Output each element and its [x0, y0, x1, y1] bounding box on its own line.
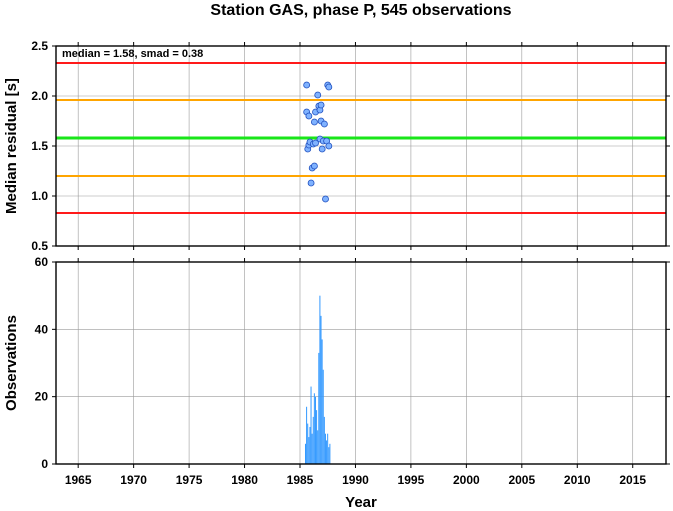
x-axis-label: Year [345, 494, 377, 511]
x-tick-label-1990: 1990 [342, 473, 369, 487]
observations-bars [304, 295, 331, 464]
x-tick-label-1970: 1970 [120, 473, 147, 487]
residual-y-axis-label: Median residual [s] [3, 78, 20, 214]
residual-y-tick-label-3: 2.0 [31, 89, 48, 103]
observation-bar-15 [321, 339, 323, 464]
residual-point-22 [322, 195, 329, 203]
chart-title: Station GAS, phase P, 545 observations [210, 2, 511, 19]
observations-y-axis-label: Observations [3, 315, 20, 411]
residual-point-11 [311, 118, 318, 126]
observation-bar-7 [312, 416, 314, 464]
observation-bar-0 [304, 443, 306, 464]
residual-points [303, 81, 333, 203]
observations-ticks: 1965 1970 1975 1980 1985 1990 1995 2000 2005 2010… [35, 255, 670, 487]
observations-y-tick-label-0: 0 [41, 457, 48, 471]
observation-bar-10 [316, 410, 318, 464]
residual-ticks: 0.5 1.0 1.5 2.0 2.5 [31, 39, 670, 253]
x-tick-label-2010: 2010 [564, 473, 591, 487]
x-tick-label-2015: 2015 [619, 473, 646, 487]
median-smad-annotation: median = 1.58, smad = 0.38 [62, 48, 203, 60]
observation-bar-2 [307, 423, 309, 464]
x-tick-label-2005: 2005 [508, 473, 535, 487]
observation-bar-22 [329, 443, 331, 464]
residual-y-tick-label-1: 1.0 [31, 189, 48, 203]
x-tick-label-2000: 2000 [453, 473, 480, 487]
residual-point-20 [320, 120, 328, 128]
x-tick-label-1975: 1975 [176, 473, 203, 487]
observation-bar-6 [311, 433, 313, 464]
observations-panel: 1965 1970 1975 1980 1985 1990 1995 2000 2005 2010… [3, 255, 670, 511]
residual-point-0 [303, 81, 311, 89]
residual-grid [56, 45, 666, 247]
observations-frame [55, 261, 667, 465]
residual-y-tick-label-0: 0.5 [31, 239, 48, 253]
observations-grid [56, 261, 666, 465]
observations-y-tick-label-2: 40 [35, 322, 49, 336]
x-tick-label-1965: 1965 [65, 473, 92, 487]
x-tick-label-1980: 1980 [231, 473, 258, 487]
residual-point-24 [325, 83, 333, 91]
residual-point-13 [314, 91, 322, 99]
x-tick-label-1985: 1985 [287, 473, 314, 487]
residual-reference-lines [56, 62, 666, 214]
residual-point-16 [317, 101, 325, 109]
residual-point-8 [311, 162, 318, 170]
observation-bar-13 [319, 295, 321, 464]
observation-bar-17 [323, 416, 325, 464]
residual-point-10 [312, 139, 319, 147]
residual-point-6 [307, 179, 315, 187]
observation-bar-18 [324, 433, 326, 464]
observation-bar-9 [314, 396, 316, 464]
residual-panel: 0.5 1.0 1.5 2.0 2.5 median = 1.58, smad = 0.… [3, 39, 670, 253]
observation-bar-3 [308, 437, 310, 464]
observation-bar-20 [327, 433, 329, 464]
residual-y-tick-label-2: 1.5 [31, 139, 48, 153]
observations-y-tick-label-1: 20 [35, 390, 49, 404]
residual-point-2 [305, 112, 313, 120]
x-tick-label-1995: 1995 [398, 473, 425, 487]
observation-bar-16 [322, 369, 324, 464]
observation-bar-4 [309, 426, 311, 464]
observation-bar-14 [320, 315, 322, 464]
observation-bar-21 [328, 447, 330, 464]
observation-bar-8 [313, 393, 315, 464]
observations-y-tick-label-3: 60 [35, 255, 49, 269]
residual-point-19 [318, 145, 326, 153]
residual-y-tick-label-4: 2.5 [31, 39, 48, 53]
observation-bar-5 [310, 386, 312, 464]
observation-bar-1 [306, 406, 308, 464]
observation-bar-11 [317, 430, 319, 464]
observation-bar-12 [318, 352, 320, 464]
residual-point-26 [325, 142, 333, 150]
observation-bar-19 [326, 440, 328, 464]
